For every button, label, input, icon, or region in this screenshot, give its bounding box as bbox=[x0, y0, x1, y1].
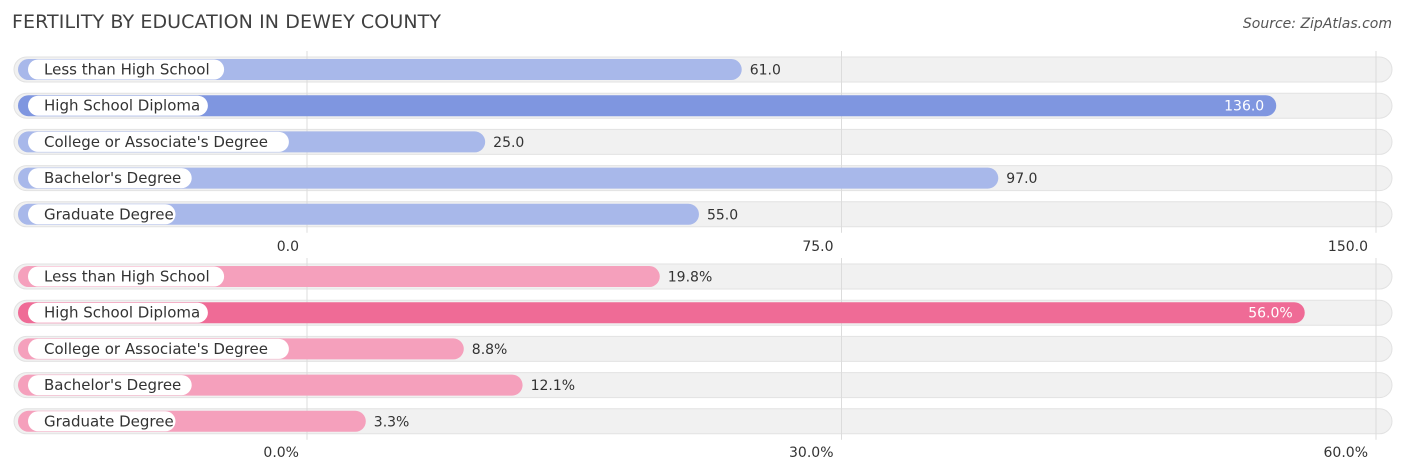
category-label: High School Diploma bbox=[44, 97, 200, 115]
value-label: 19.8% bbox=[668, 270, 712, 286]
category-label: High School Diploma bbox=[44, 304, 200, 322]
value-label: 55.0 bbox=[707, 207, 738, 223]
tick-label: 75.0 bbox=[802, 239, 833, 255]
tick-label: 0.0% bbox=[263, 445, 299, 461]
bar bbox=[18, 167, 999, 189]
value-label: 56.0% bbox=[1248, 306, 1292, 322]
bar bbox=[18, 95, 1277, 117]
source-label: Source: ZipAtlas.com bbox=[1242, 16, 1392, 32]
category-label: College or Associate's Degree bbox=[44, 340, 268, 358]
category-pill bbox=[28, 375, 192, 396]
category-label: Bachelor's Degree bbox=[44, 376, 181, 394]
value-label: 3.3% bbox=[374, 414, 410, 430]
category-pill bbox=[28, 168, 192, 189]
category-pill bbox=[28, 266, 225, 287]
chart-panel-2: Less than High School 19.8% High School Di… bbox=[13, 258, 1393, 461]
category-label: Graduate Degree bbox=[44, 205, 174, 223]
category-label: Less than High School bbox=[44, 268, 210, 286]
category-label: Graduate Degree bbox=[44, 412, 174, 430]
category-pill bbox=[28, 59, 225, 80]
value-label: 25.0 bbox=[493, 135, 524, 151]
category-pill bbox=[28, 95, 208, 116]
tick-label: 0.0 bbox=[277, 239, 299, 255]
value-label: 97.0 bbox=[1006, 171, 1037, 187]
bar bbox=[18, 203, 699, 225]
tick-label: 60.0% bbox=[1324, 445, 1368, 461]
category-pill bbox=[28, 411, 176, 432]
value-label: 12.1% bbox=[531, 378, 575, 394]
category-label: College or Associate's Degree bbox=[44, 133, 268, 151]
category-pill bbox=[28, 338, 289, 359]
category-label: Bachelor's Degree bbox=[44, 169, 181, 187]
chart-title: FERTILITY BY EDUCATION IN DEWEY COUNTY bbox=[12, 11, 442, 33]
category-label: Less than High School bbox=[44, 61, 210, 79]
tick-label: 30.0% bbox=[789, 445, 833, 461]
category-pill bbox=[28, 302, 208, 323]
chart-panel-1: Less than High School 61.0 High School Dip… bbox=[13, 51, 1393, 255]
value-label: 61.0 bbox=[750, 63, 781, 79]
category-pill bbox=[28, 204, 176, 225]
tick-label: 150.0 bbox=[1328, 239, 1368, 255]
value-label: 8.8% bbox=[472, 342, 508, 358]
bar bbox=[18, 302, 1305, 324]
value-label: 136.0 bbox=[1224, 99, 1264, 115]
category-pill bbox=[28, 131, 289, 152]
